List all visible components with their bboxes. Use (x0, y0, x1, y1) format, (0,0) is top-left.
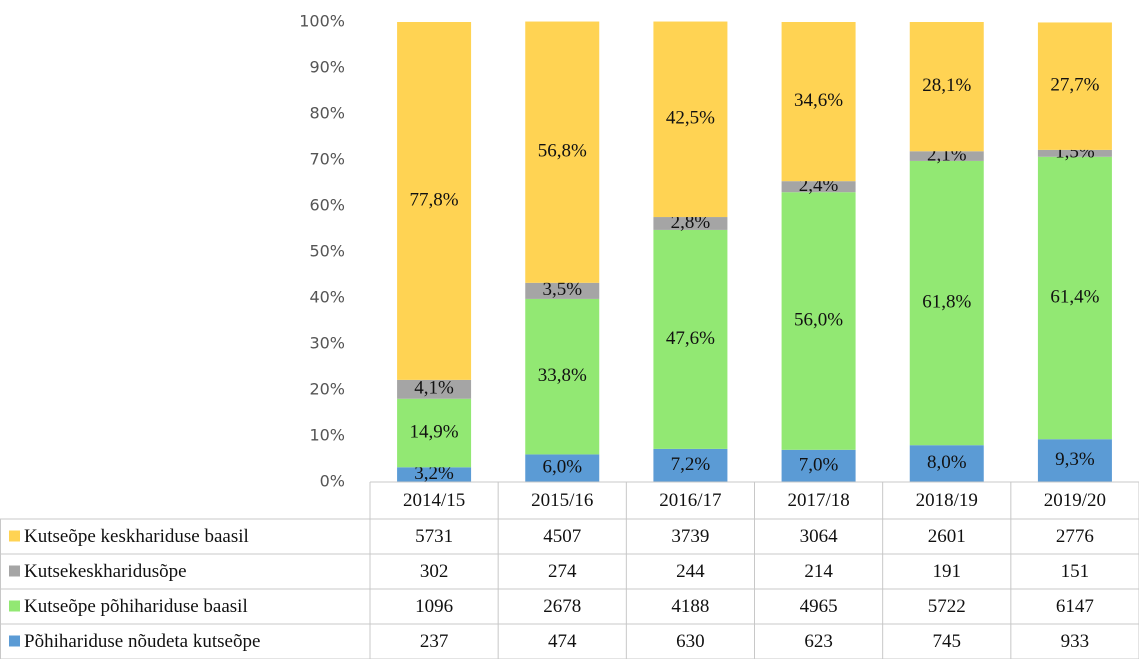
bar-segment (1037, 439, 1112, 482)
data-label: 34,6% (794, 90, 843, 111)
legend-label: Põhihariduse nõudeta kutseõpe (24, 631, 260, 652)
bar-segment (397, 22, 472, 380)
y-tick-label: 80% (309, 104, 345, 123)
x-tick-label: 2015/16 (531, 490, 593, 511)
data-label: 9,3% (1055, 449, 1095, 470)
data-label: 6,0% (542, 457, 582, 478)
bar-segment (653, 21, 728, 218)
bar-segment (653, 448, 728, 482)
data-label: 7,0% (799, 454, 839, 475)
legend-label: Kutsekeskharidusõpe (24, 561, 187, 582)
table-value: 933 (1061, 631, 1090, 652)
table-value: 302 (420, 561, 449, 582)
data-label: 7,2% (671, 454, 711, 475)
x-tick-label: 2016/17 (659, 490, 721, 511)
data-label: 56,8% (538, 141, 587, 162)
table-value: 4965 (800, 596, 838, 617)
table-value: 4188 (671, 596, 709, 617)
x-tick-label: 2014/15 (403, 490, 465, 511)
y-tick-label: 50% (309, 242, 345, 261)
legend-swatch (9, 635, 20, 647)
bar-segment (909, 160, 984, 446)
bar-segment (1037, 22, 1112, 150)
table-value: 5722 (928, 596, 966, 617)
data-label: 8,0% (927, 452, 967, 473)
bar-segment (397, 467, 472, 482)
table-value: 191 (933, 561, 962, 582)
y-tick-label: 60% (309, 196, 345, 215)
y-tick-label: 100% (299, 12, 345, 31)
bar-segment (653, 217, 728, 230)
bar-segment (781, 181, 856, 193)
table-value: 745 (933, 631, 962, 652)
legend-swatch (9, 530, 20, 542)
data-label: 2,8% (671, 212, 711, 233)
bar-segment (1037, 149, 1112, 157)
data-label: 56,0% (794, 309, 843, 330)
data-label: 14,9% (410, 421, 459, 442)
table-value: 2678 (543, 596, 581, 617)
table-value: 3064 (800, 526, 839, 547)
x-tick-label: 2018/19 (916, 490, 978, 511)
y-tick-label: 90% (309, 58, 345, 77)
table-value: 214 (804, 561, 833, 582)
y-tick-label: 30% (309, 334, 345, 353)
table-value: 4507 (543, 526, 581, 547)
bar-segment (909, 151, 984, 161)
data-label: 33,8% (538, 365, 587, 386)
legend-label: Kutseõpe põhihariduse baasil (24, 596, 248, 617)
table-value: 474 (548, 631, 577, 652)
bar-segment (525, 454, 600, 482)
table-value: 274 (548, 561, 577, 582)
y-tick-label: 20% (309, 380, 345, 399)
bar-segment (909, 22, 984, 152)
data-label: 77,8% (410, 189, 459, 210)
y-tick-label: 10% (309, 426, 345, 445)
data-label: 61,8% (922, 291, 971, 312)
legend-swatch (9, 600, 20, 612)
data-label: 3,2% (414, 463, 454, 484)
data-label: 3,5% (542, 279, 582, 300)
y-tick-label: 40% (309, 288, 345, 307)
table-value: 1096 (415, 596, 453, 617)
y-tick-label: 70% (309, 150, 345, 169)
table-value: 237 (420, 631, 449, 652)
table-value: 2601 (928, 526, 966, 547)
table-value: 623 (804, 631, 833, 652)
bar-segment (397, 379, 472, 399)
x-tick-label: 2019/20 (1044, 490, 1106, 511)
data-label: 4,1% (414, 378, 454, 399)
data-label: 61,4% (1050, 286, 1099, 307)
bar-segment (1037, 156, 1112, 440)
bar-segment (397, 398, 472, 468)
bar-segment (781, 449, 856, 482)
legend-swatch (9, 565, 20, 577)
bar-segment (525, 282, 600, 299)
table-value: 244 (676, 561, 705, 582)
bar-segment (781, 192, 856, 450)
data-label: 28,1% (922, 75, 971, 96)
table-value: 2776 (1056, 526, 1094, 547)
data-label: 27,7% (1050, 75, 1099, 96)
legend-label: Kutseõpe keskhariduse baasil (24, 526, 249, 547)
table-value: 6147 (1056, 596, 1094, 617)
data-label: 47,6% (666, 328, 715, 349)
bar-segment (781, 22, 856, 182)
bar-segment (525, 298, 600, 455)
table-value: 630 (676, 631, 705, 652)
table-value: 3739 (671, 526, 709, 547)
bar-segment (909, 445, 984, 482)
y-tick-label: 0% (320, 472, 345, 491)
bar-segment (525, 21, 600, 283)
x-tick-label: 2017/18 (787, 490, 849, 511)
table-value: 151 (1061, 561, 1090, 582)
bar-segment (653, 229, 728, 449)
table-value: 5731 (415, 526, 453, 547)
data-label: 42,5% (666, 108, 715, 129)
